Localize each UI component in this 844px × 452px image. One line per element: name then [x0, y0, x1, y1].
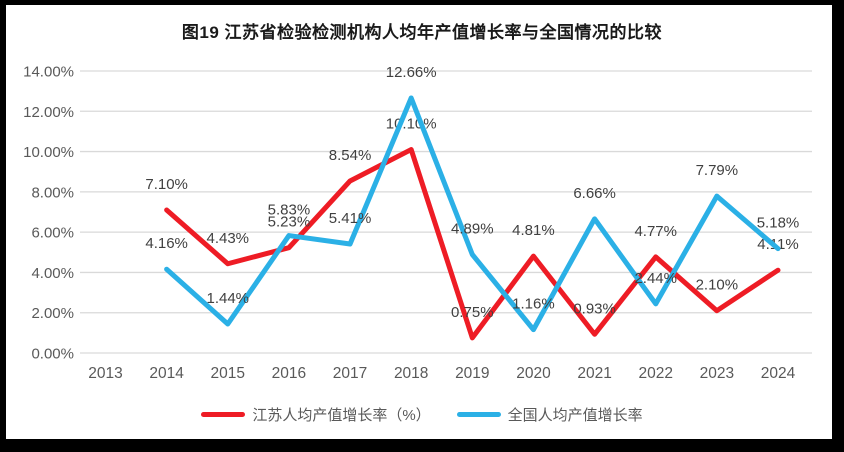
national-data-label: 6.66% [573, 185, 616, 202]
x-axis-tick-label: 2022 [638, 365, 672, 382]
jiangsu-data-label: 0.93% [573, 300, 616, 317]
y-axis-tick-label: 10.00% [23, 144, 74, 161]
jiangsu-data-label: 10.10% [386, 116, 437, 133]
y-axis-tick-label: 6.00% [31, 225, 74, 242]
x-axis-tick-label: 2024 [761, 365, 796, 382]
national-data-label: 5.83% [268, 202, 311, 219]
jiangsu-data-label: 5.23% [268, 214, 311, 231]
national-data-label: 7.79% [696, 162, 739, 179]
legend-item-national: 全国人均产值增长率 [456, 404, 643, 425]
jiangsu-data-label: 7.10% [145, 176, 188, 193]
chart-title: 图19 江苏省检验检测机构人均年产值增长率与全国情况的比较 [181, 23, 663, 42]
jiangsu-data-label: 4.81% [512, 222, 555, 239]
x-axis-tick-label: 2018 [394, 365, 428, 382]
y-axis-tick-label: 8.00% [31, 184, 74, 201]
legend-label-national: 全国人均产值增长率 [507, 406, 643, 424]
jiangsu-data-label: 4.43% [206, 230, 249, 247]
legend-item-jiangsu: 江苏人均产值增长率（%） [201, 404, 431, 425]
y-axis-tick-label: 14.00% [23, 64, 74, 81]
national-data-label: 1.44% [206, 290, 249, 307]
y-axis-tick-label: 12.00% [23, 104, 74, 121]
x-axis-tick-label: 2017 [333, 365, 367, 382]
national-data-label: 4.89% [451, 221, 494, 238]
figure-background [6, 5, 832, 439]
national-data-label: 12.66% [386, 64, 437, 81]
jiangsu-data-label: 4.77% [634, 223, 677, 240]
x-axis-tick-label: 2016 [272, 365, 306, 382]
y-axis-tick-label: 2.00% [31, 305, 74, 322]
jiangsu-line-swatch-icon [201, 411, 246, 417]
chart-legend: 江苏人均产值增长率（%） 全国人均产值增长率 [0, 404, 844, 424]
x-axis-tick-label: 2014 [149, 365, 184, 382]
x-axis-tick-label: 2020 [516, 365, 551, 382]
jiangsu-data-label: 8.54% [329, 147, 372, 164]
x-axis-tick-label: 2021 [577, 365, 611, 382]
national-series-line [164, 95, 781, 333]
y-axis-tick-label: 4.00% [31, 265, 74, 282]
x-axis-tick-label: 2023 [700, 365, 734, 382]
national-data-label: 2.44% [634, 270, 677, 287]
jiangsu-series-line [164, 147, 781, 341]
legend-label-jiangsu: 江苏人均产值增长率（%） [252, 406, 431, 424]
national-data-label: 5.18% [757, 215, 800, 232]
jiangsu-data-label: 0.75% [451, 304, 494, 321]
y-axis-tick-label: 0.00% [31, 346, 74, 363]
national-line-swatch-icon [456, 411, 501, 417]
x-axis-tick-label: 2019 [455, 365, 489, 382]
x-axis-tick-label: 2013 [88, 365, 122, 382]
x-axis-tick-label: 2015 [211, 365, 245, 382]
national-data-label: 4.16% [145, 235, 188, 252]
national-data-label: 1.16% [512, 296, 555, 313]
jiangsu-data-label: 2.10% [696, 277, 739, 294]
national-data-label: 5.41% [329, 210, 372, 227]
